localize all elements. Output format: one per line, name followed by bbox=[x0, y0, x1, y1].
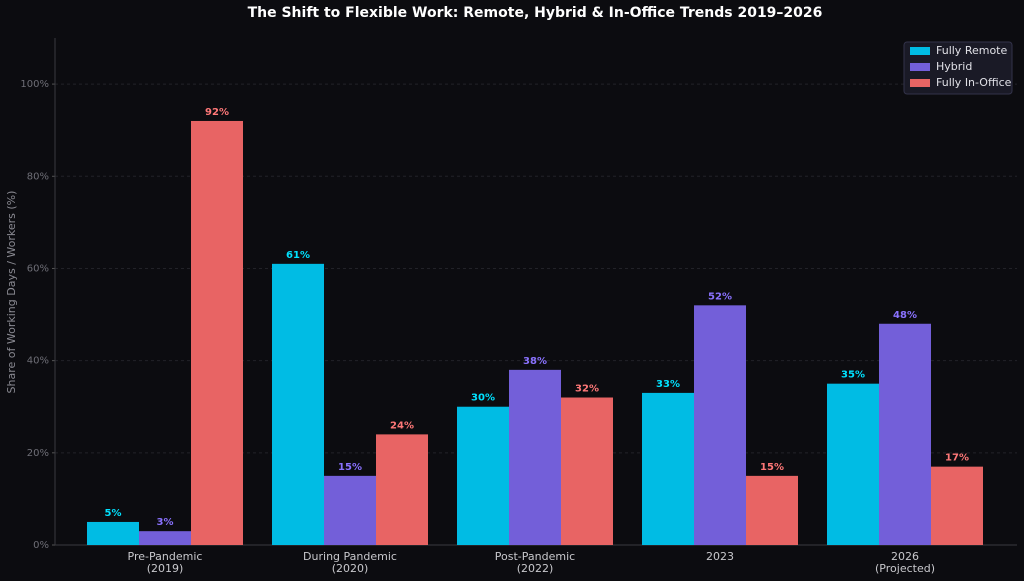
bar bbox=[746, 475, 798, 545]
y-tick-label: 100% bbox=[20, 79, 49, 90]
value-label: 35% bbox=[841, 370, 865, 381]
bar bbox=[931, 466, 983, 545]
bar bbox=[272, 263, 324, 545]
bar bbox=[87, 521, 139, 545]
legend-swatch bbox=[910, 47, 930, 55]
value-label: 38% bbox=[523, 356, 547, 367]
y-tick-label: 40% bbox=[27, 356, 49, 367]
legend-swatch bbox=[910, 79, 930, 87]
x-tick-label: 2026 (Projected) bbox=[875, 550, 935, 575]
bar bbox=[827, 383, 879, 545]
value-label: 30% bbox=[471, 393, 495, 404]
legend-label: Fully In-Office bbox=[936, 76, 1012, 89]
x-tick-label: Post-Pandemic (2022) bbox=[495, 550, 575, 575]
value-label: 5% bbox=[105, 508, 122, 519]
bar bbox=[139, 531, 191, 545]
value-label: 24% bbox=[390, 420, 414, 431]
value-label: 48% bbox=[893, 310, 917, 321]
x-tick-label: Pre-Pandemic (2019) bbox=[128, 550, 203, 575]
x-tick-label: 2023 bbox=[706, 550, 734, 563]
value-label: 33% bbox=[656, 379, 680, 390]
legend-label: Fully Remote bbox=[936, 44, 1007, 57]
value-label: 3% bbox=[157, 517, 174, 528]
value-label: 15% bbox=[760, 462, 784, 473]
y-tick-label: 60% bbox=[27, 263, 49, 274]
y-axis-label: Share of Working Days / Workers (%) bbox=[5, 191, 18, 394]
chart-title: The Shift to Flexible Work: Remote, Hybr… bbox=[248, 5, 823, 21]
bar bbox=[457, 406, 509, 545]
value-label: 17% bbox=[945, 453, 969, 464]
bar bbox=[879, 323, 931, 545]
value-label: 32% bbox=[575, 384, 599, 395]
value-label: 92% bbox=[205, 107, 229, 118]
bar bbox=[509, 369, 561, 545]
legend-swatch bbox=[910, 63, 930, 71]
bar bbox=[376, 434, 428, 545]
y-tick-label: 20% bbox=[27, 448, 49, 459]
y-tick-label: 0% bbox=[33, 540, 49, 551]
bar bbox=[191, 120, 243, 546]
value-label: 52% bbox=[708, 291, 732, 302]
bar bbox=[642, 392, 694, 545]
bar bbox=[561, 397, 613, 545]
bar bbox=[324, 475, 376, 545]
x-tick-label: During Pandemic (2020) bbox=[303, 550, 397, 575]
bar bbox=[694, 305, 746, 545]
value-label: 15% bbox=[338, 462, 362, 473]
legend-box bbox=[903, 41, 1013, 95]
y-tick-label: 80% bbox=[27, 171, 49, 182]
value-label: 61% bbox=[286, 250, 310, 261]
legend-label: Hybrid bbox=[936, 60, 972, 73]
